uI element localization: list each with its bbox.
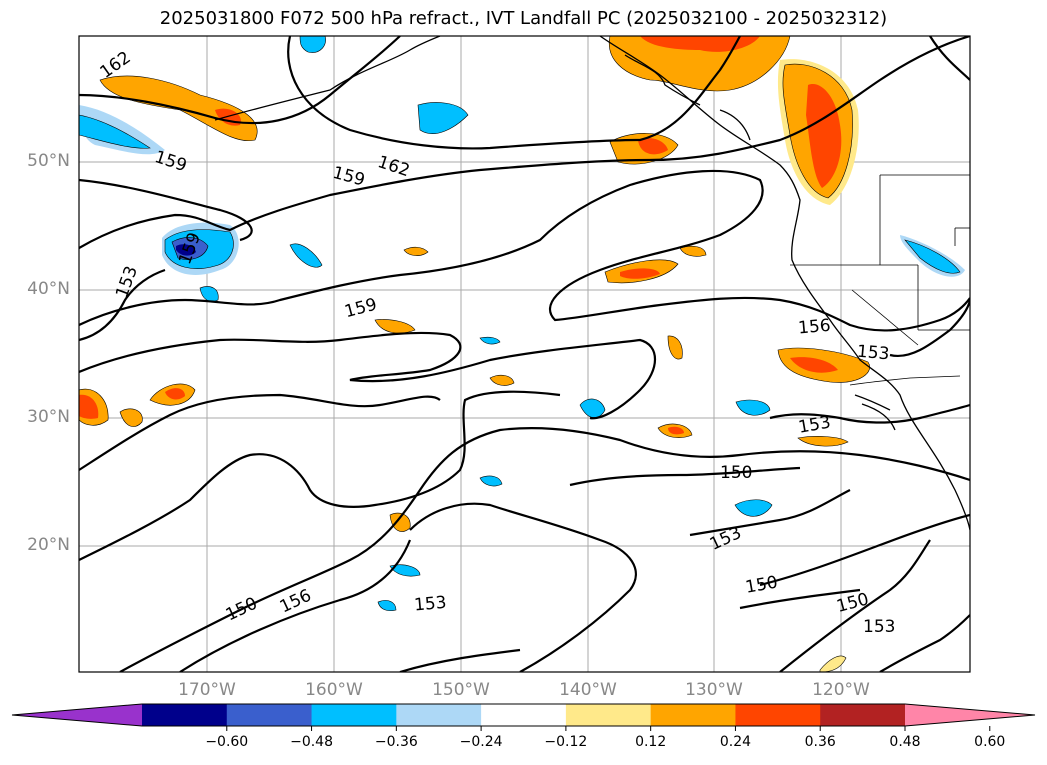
colorbar-tick-label: 0.36 [804, 734, 836, 750]
colorbar-outline [11, 703, 1036, 727]
colorbar-swatch [565, 704, 652, 726]
map-title: 2025031800 F072 500 hPa refract., IVT La… [159, 8, 888, 29]
lon-label: 160°W [305, 680, 363, 700]
lon-label: 120°W [812, 680, 870, 700]
contour-label: 156 [797, 316, 831, 339]
colorbar-swatch [820, 704, 906, 726]
colorbar-tick-label: −0.60 [205, 734, 249, 750]
refractivity-contours [79, 36, 970, 672]
colorbar-swatch [142, 704, 228, 726]
colorbar-tick-label: −0.48 [290, 734, 333, 750]
map-frame [78, 35, 971, 673]
colorbar-tick-label: 0.24 [719, 734, 752, 750]
contour-label: 153 [856, 342, 890, 365]
lon-label: 170°W [178, 680, 236, 700]
lat-label: 30°N [27, 407, 70, 427]
colorbar-extend-high [905, 704, 1035, 726]
lat-label: 20°N [27, 535, 70, 555]
contour-label: 153 [413, 593, 447, 616]
colorbar-extend-low [12, 704, 142, 726]
colorbar [11, 703, 1036, 731]
colorbar-swatch [311, 704, 397, 726]
lat-label: 50°N [27, 151, 70, 171]
lon-label: 130°W [685, 680, 743, 700]
borders [790, 174, 970, 386]
colorbar-tick-label: 0.48 [889, 734, 921, 750]
colorbar-swatch [226, 704, 313, 726]
colorbar-swatch [650, 704, 736, 726]
colorbar-tick-label: −0.24 [459, 734, 503, 750]
colorbar-tick-label: −0.36 [374, 734, 418, 750]
coastlines [214, 36, 970, 531]
colorbar-tick-label: −0.12 [544, 734, 588, 750]
colorbar-swatch [481, 704, 567, 726]
colorbar-tick-label: 0.12 [635, 734, 667, 750]
lon-label: 150°W [432, 680, 490, 700]
colorbar-tick-label: 0.60 [974, 734, 1006, 750]
colorbar-swatch [396, 704, 482, 726]
lat-label: 40°N [27, 279, 70, 299]
lon-label: 140°W [559, 680, 617, 700]
contour-label: 150 [720, 463, 752, 483]
colorbar-swatch [735, 704, 821, 726]
contour-label: 153 [863, 617, 895, 637]
